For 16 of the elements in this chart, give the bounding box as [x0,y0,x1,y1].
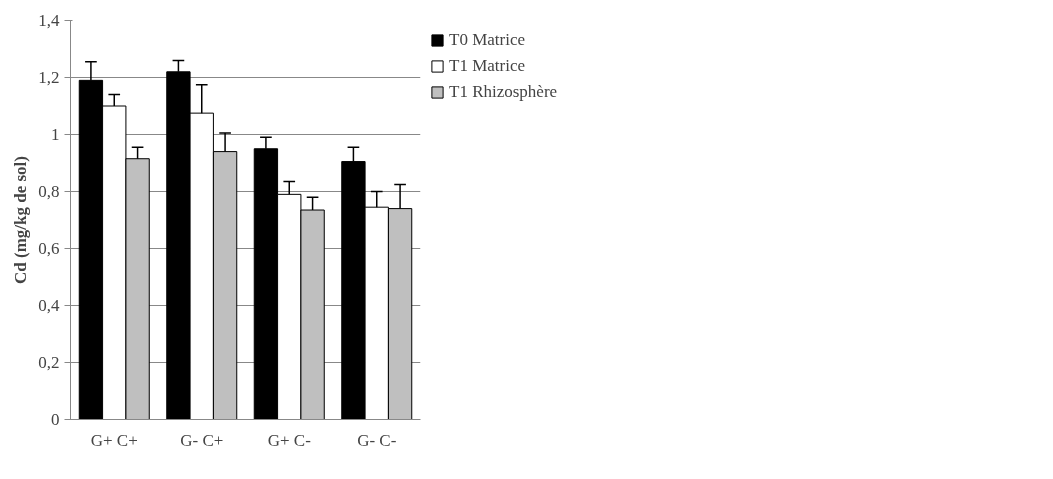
y-tick-label: 0,2 [38,353,60,372]
y-tick-label: 0 [51,410,60,429]
y-tick-label: 0,6 [38,239,60,258]
y-tick-label: 1,4 [38,11,60,30]
legend-label: T1 Matrice [449,56,525,76]
x-tick-label: G+ C- [267,430,312,450]
y-tick-label: 0,8 [38,182,60,201]
x-tick-label: G- C+ [180,430,224,450]
legend-label: T0 Matrice [449,30,525,50]
x-tick-label: G- C- [357,430,397,450]
x-tick-label: G+ C+ [90,430,138,450]
y-tick-label: 1 [51,125,60,144]
legend-label: T1 Rhizosphère [449,82,558,102]
y-axis-title: Cd (mg/kg de sol) [11,156,31,284]
y-tick-label: 0,4 [38,296,60,315]
y-tick-label: 1,2 [38,68,60,87]
